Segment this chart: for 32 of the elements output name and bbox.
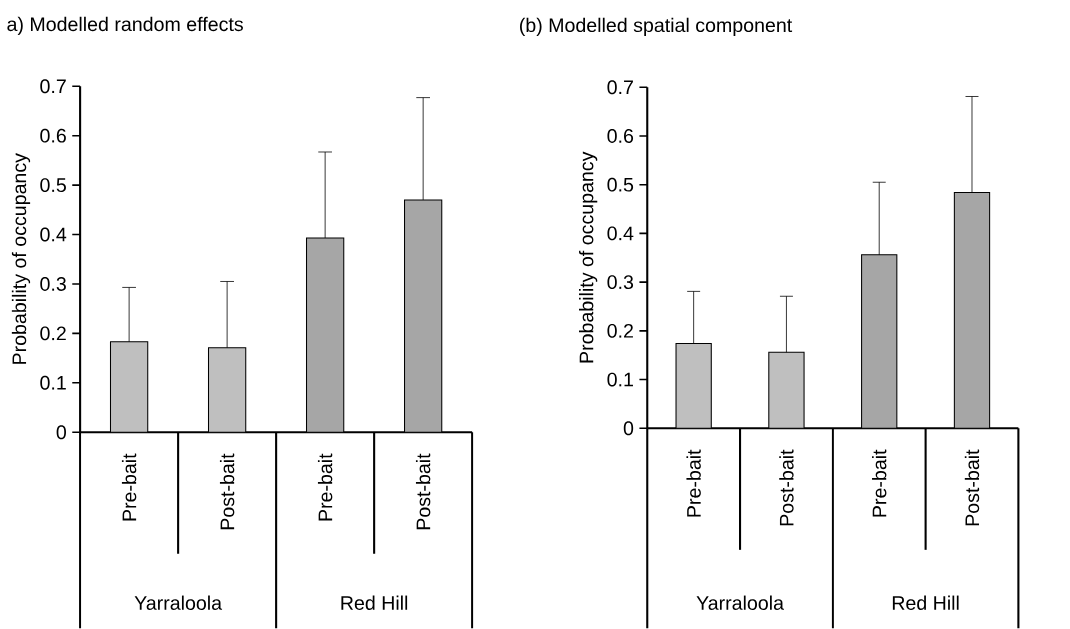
- y-tick-label: 0.6: [607, 128, 634, 143]
- y-tick-label: 0.5: [607, 177, 634, 192]
- text: Red Hill: [892, 595, 959, 610]
- x-tick-label: Post-bait: [964, 449, 980, 526]
- x-tick-label: Post-bait: [779, 449, 794, 526]
- y-tick-label: 0.1: [607, 372, 633, 387]
- x-tick-label: Pre-bait: [872, 449, 887, 517]
- y-tick-label: 0.3: [607, 275, 634, 289]
- y-axis-title: Probability of occupancy: [11, 152, 31, 364]
- x-tick-label: Pre-bait: [121, 453, 137, 521]
- y-tick-label: 0.2: [40, 326, 66, 341]
- text: Yarraloola: [134, 595, 223, 610]
- y-tick-label: 0.7: [40, 79, 66, 94]
- y-tick-label: 0.6: [40, 128, 66, 143]
- x-tick-label: Post-bait: [415, 453, 431, 529]
- x-tick-label: Post-bait: [219, 453, 235, 529]
- y-axis-title: Probability of occupancy: [579, 151, 598, 363]
- x-tick-label: Pre-bait: [317, 453, 333, 521]
- x-tick-label: Pre-bait: [686, 449, 701, 517]
- y-tick-label: 0.5: [40, 178, 66, 192]
- y-tick-label: 0: [623, 421, 634, 436]
- y-tick-label: 0.7: [607, 80, 633, 95]
- y-tick-label: 0.4: [40, 227, 67, 242]
- y-tick-label: 0.4: [607, 226, 634, 241]
- text: Yarraloola: [696, 595, 784, 610]
- y-tick-label: 0.2: [607, 323, 633, 338]
- y-tick-label: 0.1: [40, 375, 66, 390]
- chart-title: (b) Modelled spatial component: [520, 17, 793, 36]
- y-tick-label: 0.3: [40, 276, 66, 291]
- text: Red Hill: [341, 595, 408, 610]
- y-tick-label: 0: [56, 425, 66, 440]
- chart-title: a) Modelled random effects: [7, 16, 243, 35]
